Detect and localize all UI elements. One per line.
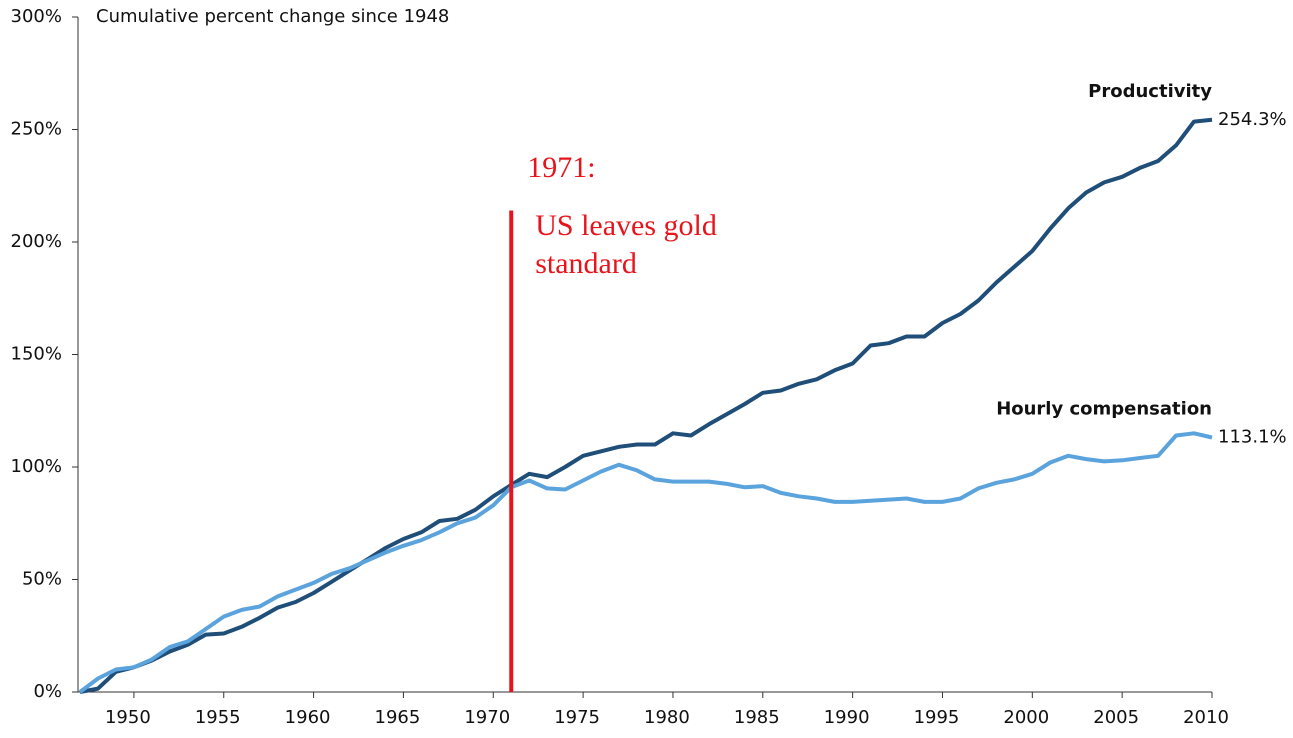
x-tick-label: 2010 [1183, 707, 1229, 728]
y-tick-label: 0% [33, 681, 62, 702]
x-tick-label: 1970 [464, 707, 510, 728]
value-label: 113.1% [1218, 427, 1287, 448]
x-tick-label: 2005 [1093, 707, 1139, 728]
y-tick-label: 50% [22, 569, 62, 590]
value-label: 254.3% [1218, 109, 1287, 130]
annotation: 1971: [527, 151, 595, 184]
x-tick-label: 1960 [285, 707, 331, 728]
x-tick-label: 1985 [734, 707, 780, 728]
y-tick-label: 150% [11, 344, 62, 365]
x-tick-label: 1955 [195, 707, 241, 728]
x-tick-label: 1995 [914, 707, 960, 728]
x-tick-label: 1950 [105, 707, 151, 728]
y-tick-label: 300% [11, 6, 62, 27]
annotation: standard [535, 247, 637, 280]
y-tick-label: 250% [11, 119, 62, 140]
x-tick-label: 1975 [554, 707, 600, 728]
y-axis-label: Cumulative percent change since 1948 [96, 6, 449, 27]
series-line [78, 431, 1213, 694]
series-line [79, 117, 1213, 694]
x-tick-label: 1980 [644, 707, 690, 728]
x-tick-label: 2000 [1003, 707, 1049, 728]
x-tick-label: 1990 [824, 707, 870, 728]
y-tick-label: 100% [11, 456, 62, 477]
series-label: Hourly compensation [996, 399, 1212, 420]
x-tick-label: 1965 [375, 707, 421, 728]
y-tick-label: 200% [11, 231, 62, 252]
annotation: US leaves gold [535, 209, 717, 242]
series-label: Productivity [1088, 81, 1212, 102]
